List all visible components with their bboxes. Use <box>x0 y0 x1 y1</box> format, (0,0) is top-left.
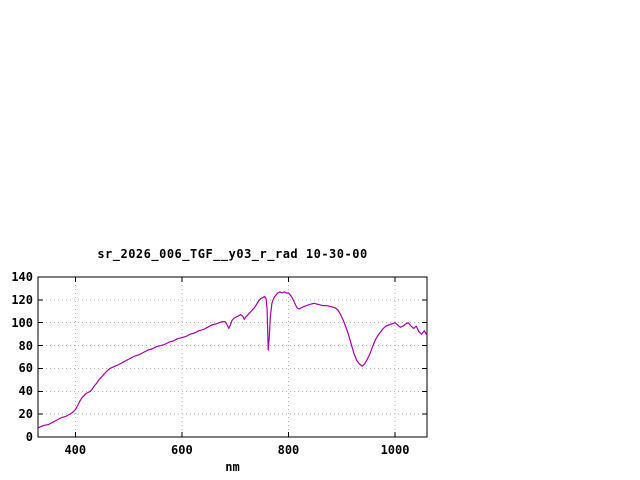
y-tick-label: 20 <box>18 407 33 422</box>
y-tick-label: 60 <box>18 361 33 376</box>
y-tick-label: 120 <box>11 292 33 307</box>
x-tick-label: 800 <box>277 443 300 457</box>
x-tick-label: 400 <box>64 443 87 457</box>
x-tick-label: 600 <box>171 443 193 457</box>
chart-title: sr_2026_006_TGF__y03_r_rad 10-30-00 <box>97 247 368 261</box>
y-tick-label: 0 <box>25 430 33 444</box>
y-axis-tick-labels: 0 20 40 60 80 100 120 140 <box>0 0 34 480</box>
x-axis-tick-labels: 400 600 800 1000 <box>0 443 640 459</box>
y-tick-label: 80 <box>18 338 33 353</box>
spectrum-line <box>37 291 428 429</box>
x-tick-label: 1000 <box>380 443 410 457</box>
y-tick-label: 100 <box>11 315 33 330</box>
y-tick-label: 140 <box>11 270 33 284</box>
y-tick-label: 40 <box>18 384 33 399</box>
plot-border <box>37 276 428 438</box>
x-axis-label: nm <box>225 460 240 474</box>
